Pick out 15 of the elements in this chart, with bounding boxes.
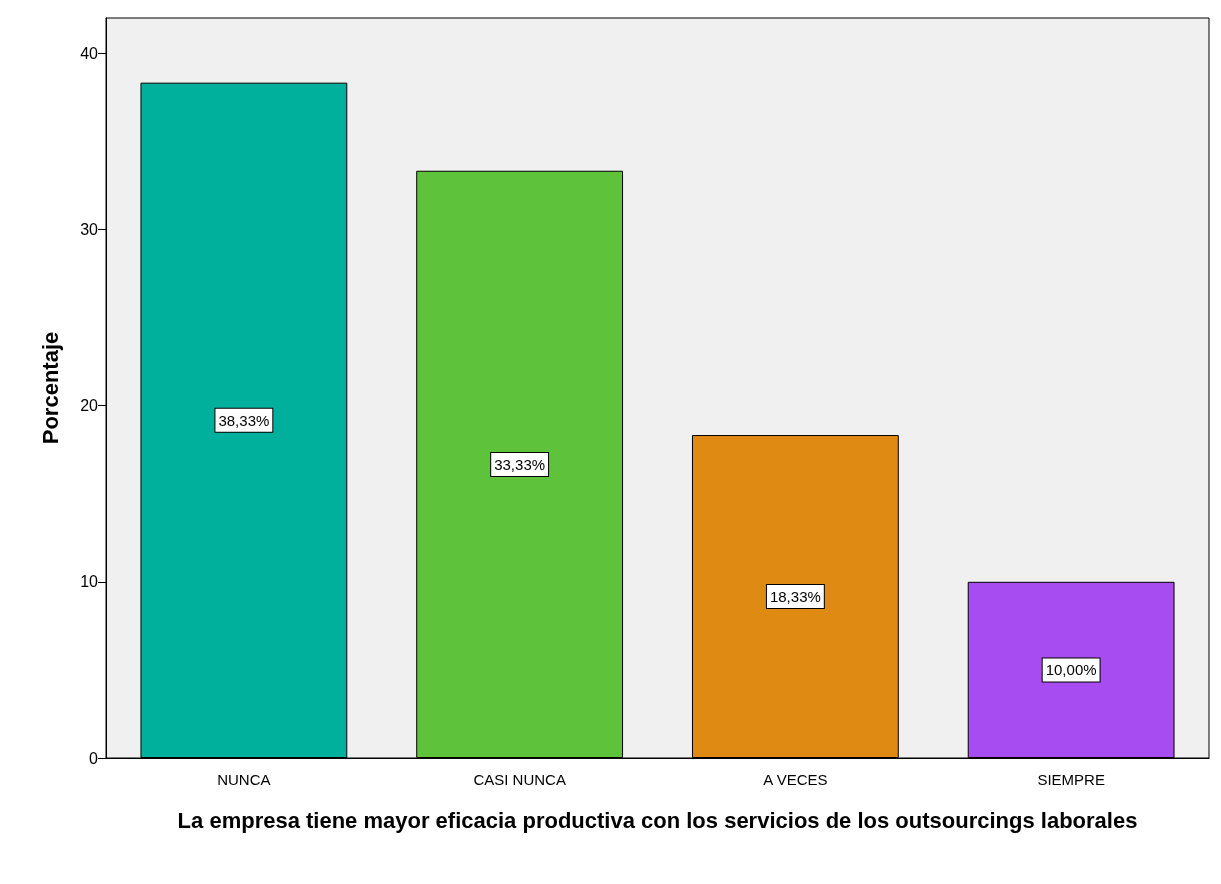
data-label: 33,33%: [494, 455, 546, 473]
x-tick-label: SIEMPRE: [1037, 771, 1105, 788]
x-tick-label: NUNCA: [217, 771, 271, 788]
y-tick-label: 0: [89, 749, 99, 767]
y-tick-label: 40: [80, 44, 99, 62]
x-tick-label: CASI NUNCA: [473, 771, 566, 788]
y-tick-label: 20: [80, 397, 99, 415]
y-axis-title: Porcentaje: [37, 331, 63, 445]
y-tick-label: 10: [80, 573, 99, 591]
y-tick-label: 30: [80, 220, 99, 238]
data-label: 18,33%: [769, 588, 821, 606]
x-tick-label: A VECES: [763, 771, 828, 788]
x-axis-title: La empresa tiene mayor eficacia productiva con los servicios de los outsourcings laborales: [177, 807, 1138, 833]
data-label: 38,33%: [218, 411, 270, 429]
data-label: 10,00%: [1045, 661, 1097, 679]
